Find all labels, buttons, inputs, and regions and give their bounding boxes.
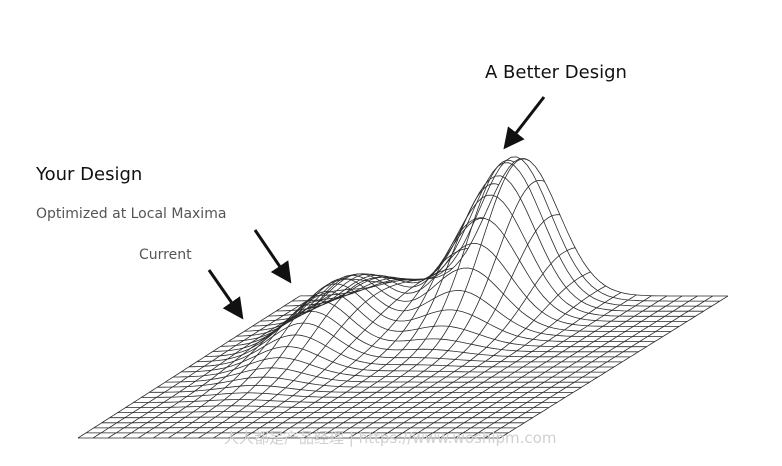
mesh-line-column xyxy=(288,159,515,439)
mesh-line-column xyxy=(228,267,453,439)
mesh-line-column xyxy=(168,278,392,439)
mesh-line-row xyxy=(300,158,728,297)
mesh-line-column xyxy=(484,295,713,439)
mesh-line-column xyxy=(454,295,683,439)
mesh-line-column xyxy=(303,158,530,439)
mesh-line-column xyxy=(409,294,637,439)
mesh-line-column xyxy=(499,295,729,439)
mesh-line-row xyxy=(260,217,688,322)
arrow-to-current xyxy=(207,269,244,320)
mesh-line-column xyxy=(469,295,698,439)
better-design-label: A Better Design xyxy=(485,62,627,83)
your-design-label: Your Design xyxy=(36,164,143,185)
mesh-line-column xyxy=(273,183,499,439)
mesh-line-column xyxy=(394,292,622,439)
mesh-line-row xyxy=(276,175,704,312)
mesh-line-column xyxy=(318,179,545,439)
mesh-line-row xyxy=(252,243,680,327)
mesh-line-column xyxy=(379,285,606,439)
arrow-to-better-design xyxy=(503,96,546,150)
mesh-line-column xyxy=(424,295,652,439)
mesh-line-row xyxy=(228,283,655,342)
mesh-line-column xyxy=(349,247,576,439)
mesh-line-row xyxy=(149,384,574,393)
mesh-line-column xyxy=(92,295,316,439)
current-label: Current xyxy=(139,247,192,263)
mesh-line-column xyxy=(364,271,591,439)
mesh-line-column xyxy=(439,295,668,439)
mesh-line-column xyxy=(183,273,407,439)
local-maxima-label: Optimized at Local Maxima xyxy=(36,206,227,222)
mesh-line-column xyxy=(153,285,377,439)
mesh-line-column xyxy=(333,214,560,439)
wireframe-surface xyxy=(77,156,729,439)
mesh-line-column xyxy=(243,248,469,439)
arrow-to-local-maxima xyxy=(253,229,292,284)
mesh-line-column xyxy=(198,276,423,439)
mesh-line-column xyxy=(258,217,484,439)
mesh-line-column xyxy=(77,295,301,439)
watermark-text: 人人都是产品经理 | https://www.woshipm.com xyxy=(224,429,557,447)
mesh-line-column xyxy=(213,276,438,439)
mesh-line-column xyxy=(122,292,347,439)
mesh-line-column xyxy=(138,289,362,439)
